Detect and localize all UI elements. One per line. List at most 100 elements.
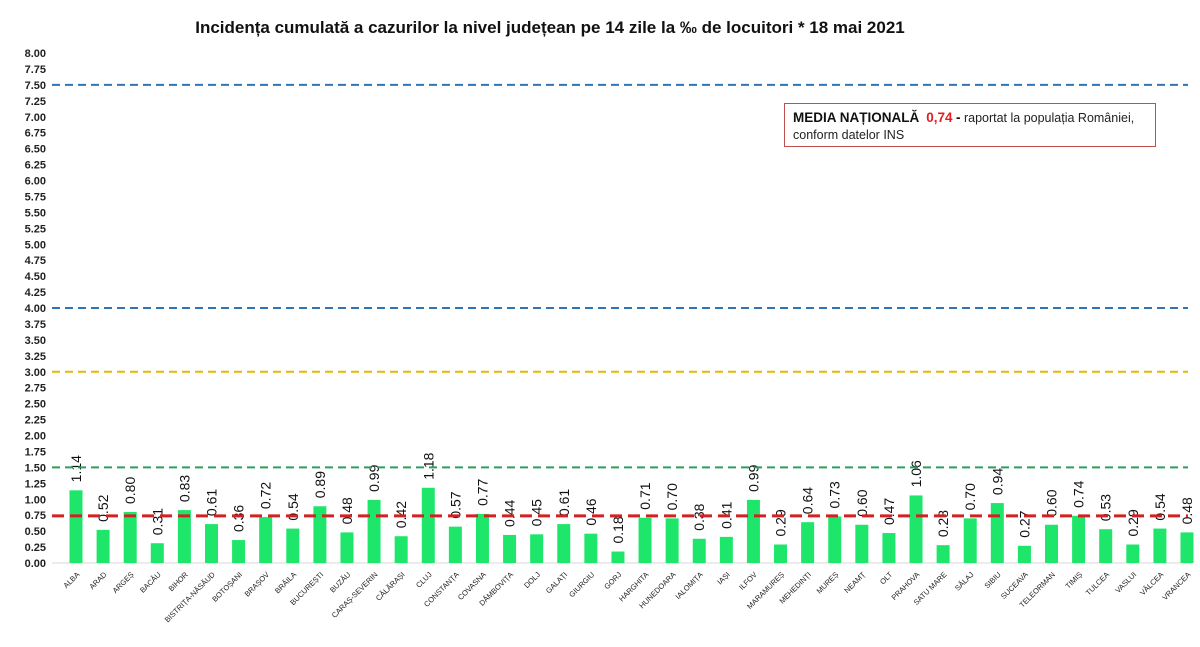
y-tick-label: 0.75: [25, 510, 46, 522]
x-tick-label: DOLJ: [522, 570, 542, 590]
y-tick-label: 8.00: [25, 48, 46, 60]
bar-ialomița: [692, 538, 706, 563]
bar-dolj: [530, 534, 544, 563]
bar-giurgiu: [584, 533, 598, 563]
x-tick-label: SIBIU: [983, 570, 1003, 590]
data-label: 0.48: [1179, 497, 1195, 524]
data-label: 0.70: [962, 483, 978, 510]
y-tick-label: 3.00: [25, 367, 46, 379]
bar-tulcea: [1099, 529, 1113, 563]
x-tick-label: OLT: [878, 570, 895, 587]
y-tick-label: 1.50: [25, 462, 46, 474]
y-tick-label: 4.50: [25, 271, 46, 283]
y-tick-label: 5.75: [25, 191, 46, 203]
bar-gorj: [611, 551, 625, 563]
data-label: 0.28: [935, 510, 951, 537]
data-label: 0.94: [989, 468, 1005, 495]
bar-neamț: [855, 524, 869, 563]
note-heading: MEDIA NAȚIONALĂ: [793, 110, 920, 125]
x-tick-label: ARGEȘ: [111, 570, 136, 595]
data-label: 0.31: [149, 508, 165, 535]
note-text: raportat la populația României,: [963, 111, 1135, 125]
data-label: 0.74: [1071, 480, 1087, 507]
data-label: 0.70: [664, 483, 680, 510]
x-tick-label: IAȘI: [715, 570, 731, 586]
x-tick-label: BRĂILA: [273, 570, 298, 595]
bar-olt: [882, 533, 896, 563]
data-label: 0.57: [447, 491, 463, 518]
x-tick-label: BACĂU: [138, 570, 163, 595]
x-tick-label: VÂLCEA: [1138, 570, 1165, 597]
bar-călărași: [394, 536, 408, 563]
bar-botoșani: [232, 540, 246, 563]
y-tick-label: 1.00: [25, 494, 46, 506]
y-tick-label: 4.00: [25, 303, 46, 315]
bar-argeș: [123, 512, 137, 563]
bar-vâlcea: [1153, 528, 1167, 563]
data-label: 1.14: [68, 455, 84, 482]
national-average-note: MEDIA NAȚIONALĂ 0,74 - raportat la popul…: [784, 103, 1156, 147]
bar-mehedinți: [801, 522, 815, 563]
note-dash: -: [955, 110, 961, 125]
x-tick-label: CLUJ: [414, 570, 434, 590]
bar-brăila: [286, 528, 300, 563]
data-label: 0.18: [610, 516, 626, 543]
data-label: 0.44: [502, 499, 518, 526]
data-label: 0.54: [285, 493, 301, 520]
x-tick-label: MUREȘ: [815, 570, 841, 596]
bar-hunedoara: [665, 518, 679, 563]
data-label: 0.99: [366, 464, 382, 491]
x-tick-label: IALOMIȚA: [674, 570, 705, 601]
y-tick-label: 7.50: [25, 80, 46, 92]
bar-timiș: [1072, 515, 1086, 563]
y-tick-label: 1.75: [25, 446, 46, 458]
x-tick-label: BIHOR: [167, 570, 191, 594]
bar-bistrița-năsăud: [204, 524, 218, 563]
y-tick-label: 2.75: [25, 383, 46, 395]
x-tick-label: ALBA: [61, 570, 81, 590]
x-tick-label: GIURGIU: [567, 570, 596, 599]
data-label: 0.83: [176, 475, 192, 502]
data-label: 0.29: [1125, 509, 1141, 536]
y-tick-label: 7.25: [25, 96, 46, 108]
x-tick-label: BISTRIȚA-NĂSĂUD: [163, 570, 218, 625]
data-label: 0.61: [203, 489, 219, 516]
y-tick-label: 2.00: [25, 431, 46, 443]
x-tick-label: ARAD: [87, 570, 109, 592]
bar-maramureș: [774, 544, 788, 563]
data-label: 0.80: [122, 477, 138, 504]
bar-iași: [719, 536, 733, 563]
x-tick-label: GORJ: [602, 570, 623, 591]
bar-vaslui: [1126, 544, 1140, 563]
data-label: 0.52: [95, 494, 111, 521]
x-tick-label: NEAMȚ: [842, 570, 867, 595]
x-tick-label: TULCEA: [1084, 570, 1111, 597]
y-tick-label: 3.75: [25, 319, 46, 331]
y-tick-label: 2.25: [25, 415, 46, 427]
data-label: 1.06: [908, 460, 924, 487]
bar-alba: [69, 490, 83, 563]
x-tick-label: BUZĂU: [328, 570, 352, 594]
data-label: 0.99: [745, 464, 761, 491]
bar-buzău: [340, 532, 354, 563]
data-label: 0.36: [231, 505, 247, 532]
data-label: 0.89: [312, 471, 328, 498]
y-tick-label: 4.25: [25, 287, 46, 299]
y-tick-label: 3.50: [25, 335, 46, 347]
y-tick-label: 0.50: [25, 526, 46, 538]
y-tick-label: 6.75: [25, 128, 46, 140]
y-tick-label: 0.00: [25, 558, 46, 570]
y-tick-label: 7.75: [25, 64, 46, 76]
bar-arad: [96, 529, 110, 563]
note-text-2: conform datelor INS: [793, 128, 905, 142]
note-value: 0,74: [926, 110, 953, 125]
x-tick-label: BRAȘOV: [243, 570, 271, 598]
bar-satu mare: [936, 545, 950, 563]
data-label: 0.54: [1152, 493, 1168, 520]
y-tick-label: 3.25: [25, 351, 46, 363]
data-label: 0.61: [556, 489, 572, 516]
chart-title: Incidența cumulată a cazurilor la nivel …: [195, 18, 905, 37]
bar-galați: [557, 524, 571, 563]
bar-sălaj: [963, 518, 977, 563]
y-tick-label: 0.25: [25, 542, 46, 554]
